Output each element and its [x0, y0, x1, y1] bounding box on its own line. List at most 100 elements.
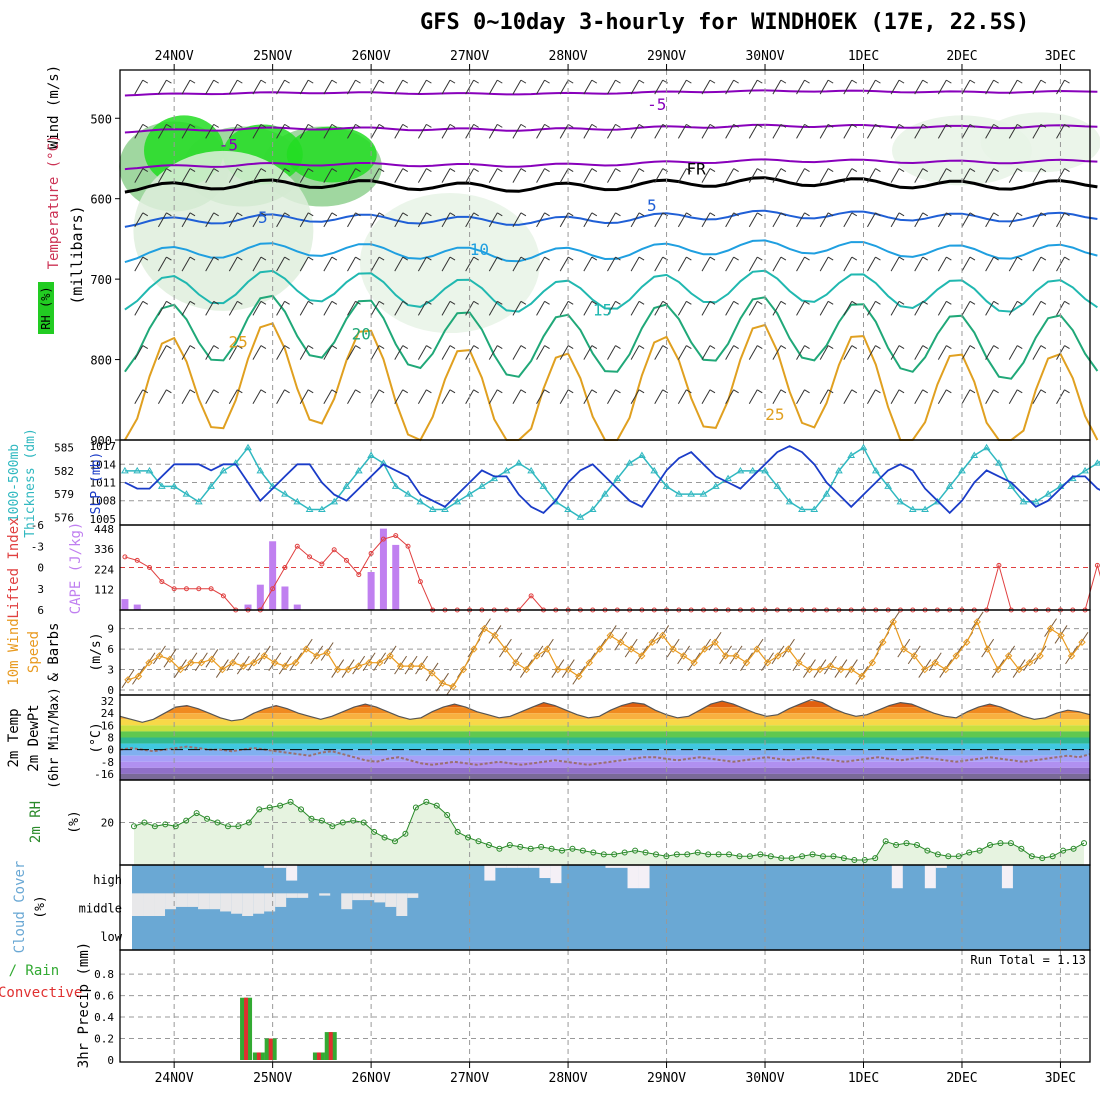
wind-barb — [347, 79, 356, 95]
wind-barb-flag — [473, 389, 479, 394]
thickness-tick-label: 576 — [54, 511, 74, 524]
precip-tick-label: 0.4 — [94, 1011, 114, 1024]
wind-barb — [441, 301, 451, 316]
rh-point — [235, 823, 242, 830]
wind-barb — [607, 79, 616, 95]
wind-barb — [536, 345, 545, 360]
wind-barb-flag — [567, 300, 574, 305]
surface-wind-barb — [310, 645, 324, 665]
wind-barb-flag — [733, 123, 739, 128]
wind-barb-flag — [969, 345, 976, 349]
wind-barb-flag — [544, 256, 550, 261]
wind-barb — [1032, 301, 1042, 316]
rh-point — [1081, 840, 1087, 847]
wind-barb-flag — [1016, 123, 1023, 128]
date-label-bottom: 1DEC — [848, 1071, 879, 1086]
wind-barb — [276, 212, 286, 228]
thickness-point — [453, 497, 462, 505]
wind-barb — [417, 301, 427, 316]
lifted-index-point — [183, 586, 189, 592]
high-cloud-gap — [1001, 865, 1013, 889]
thickness-point — [465, 490, 474, 497]
ylabel-cloud-unit: (%) — [33, 895, 48, 918]
wind-barb — [772, 79, 782, 95]
rh-area — [134, 801, 1084, 865]
wind-barb — [701, 301, 711, 316]
wind-barb — [157, 389, 167, 405]
wind-barb-flag — [757, 300, 763, 305]
wind-speed-line — [127, 620, 1083, 688]
wind-barb-flag — [213, 300, 219, 305]
wind-speed-point — [931, 659, 939, 667]
wind-barb-flag — [709, 123, 716, 128]
date-label-top: 2DEC — [946, 49, 977, 64]
wind-tick-label: 6 — [107, 643, 114, 656]
thickness-point — [785, 497, 794, 505]
wind-speed-point — [847, 665, 856, 674]
ylabel-temp-unit: (°C) — [89, 722, 104, 753]
ylabel-temperature: Temperature (°C) — [46, 135, 62, 270]
wind-barb — [630, 79, 640, 95]
contour-label: FR — [686, 160, 706, 179]
wind-barb — [181, 256, 191, 272]
wind-barb — [394, 79, 404, 95]
wind-barb-flag — [969, 123, 976, 128]
rh-point — [945, 853, 952, 860]
wind-barb-flag — [284, 256, 290, 261]
thickness-line — [124, 446, 1100, 519]
wind-barb — [559, 212, 569, 228]
wind-barb — [796, 79, 805, 95]
wind-barb — [441, 212, 451, 228]
wind-barb — [985, 124, 995, 139]
wind-barb — [961, 124, 971, 139]
wind-speed-point — [187, 659, 195, 667]
middle-cloud-block — [352, 893, 364, 901]
wind-barb-flag — [520, 389, 527, 394]
wind-barb — [583, 124, 593, 139]
surface-wind-barb — [268, 652, 282, 672]
wind-barb — [512, 301, 522, 316]
wind-barb — [677, 345, 687, 360]
rh-point — [736, 853, 743, 860]
wind-barb — [441, 79, 451, 95]
rh-point — [287, 798, 294, 805]
thickness-point — [157, 482, 166, 489]
wind-barb-flag — [1040, 300, 1047, 305]
wind-speed-point — [260, 652, 268, 660]
wind-barb — [867, 345, 876, 360]
surface-wind-barb — [153, 645, 166, 665]
wind-speed-point — [134, 672, 143, 681]
thickness-point — [1031, 497, 1040, 505]
wind-barb — [512, 345, 522, 360]
wind-barb — [181, 301, 191, 316]
wind-barb — [228, 256, 238, 272]
wind-barb — [677, 168, 687, 183]
wind-speed-point — [428, 669, 436, 677]
wind-barb-flag — [567, 345, 574, 349]
wind-barb-flag — [237, 345, 243, 349]
wind-barb-flag — [142, 389, 149, 394]
wind-barb — [181, 79, 191, 95]
wind-barb — [607, 256, 616, 272]
wind-barb-flag — [307, 345, 314, 349]
wind-barb-flag — [615, 79, 621, 84]
wind-barb-flag — [189, 123, 196, 128]
lifted-index-point — [220, 593, 226, 599]
cloud-level-label: high — [93, 873, 122, 887]
thickness-point — [588, 505, 597, 513]
wind-speed-point — [679, 652, 688, 660]
wind-barb-flag — [237, 212, 243, 217]
wind-speed-point — [711, 638, 719, 646]
wind-barb — [417, 389, 427, 405]
thickness-point — [970, 451, 979, 458]
wind-barb-flag — [284, 123, 290, 128]
thickness-point — [748, 466, 757, 474]
wind-barb-flag — [567, 168, 574, 173]
wind-barb — [465, 79, 475, 95]
middle-cloud-block — [132, 893, 144, 916]
wind-speed-point — [145, 659, 153, 667]
wind-barb — [228, 389, 238, 405]
wind-barb — [630, 124, 640, 139]
wind-barb-flag — [142, 256, 149, 261]
surface-wind-barb — [498, 638, 512, 658]
